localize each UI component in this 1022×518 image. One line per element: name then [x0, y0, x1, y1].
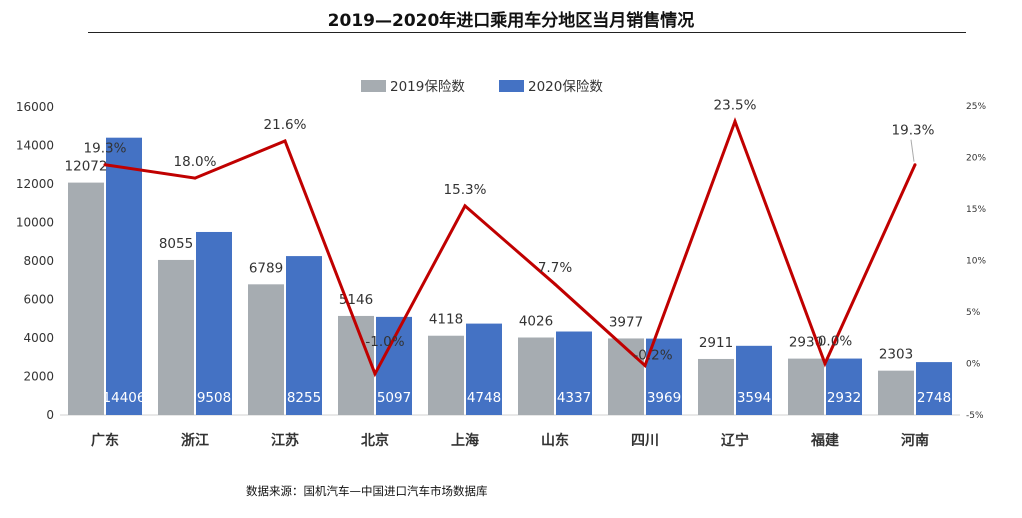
legend-label-2019: 2019保险数 [390, 79, 465, 95]
data-label-2020: 3969 [647, 390, 681, 406]
growth-rate-point [553, 282, 557, 286]
data-label-2020: 4748 [467, 390, 501, 406]
data-label-2020: 4337 [557, 390, 591, 406]
bar-2020 [646, 338, 682, 415]
growth-rate-point [643, 364, 647, 368]
growth-rate-label: 7.7% [538, 260, 572, 276]
category-label: 河南 [901, 432, 929, 449]
y-left-tick-label: 0 [46, 408, 54, 422]
growth-rate-label: 23.5% [714, 97, 757, 113]
data-label-2019: 4118 [429, 312, 463, 328]
category-label: 辽宁 [721, 432, 749, 449]
bar-2020 [916, 362, 952, 415]
legend-label-2020: 2020保险数 [528, 79, 603, 95]
y-right-tick-label: -5% [966, 411, 984, 421]
bar-2019 [698, 358, 734, 415]
y-left-tick-label: 8000 [23, 254, 54, 268]
y-left-tick-label: 6000 [23, 293, 54, 307]
growth-rate-label: 21.6% [264, 117, 307, 133]
growth-rate-point [463, 204, 467, 208]
data-label-2020: 9508 [197, 390, 231, 406]
bar-2020 [196, 231, 232, 415]
bar-2019 [518, 337, 554, 415]
y-right-tick-label: 15% [966, 205, 986, 215]
category-label: 浙江 [181, 432, 209, 449]
growth-rate-label: -0.2% [633, 348, 672, 364]
category-label: 广东 [91, 432, 119, 449]
growth-rate-point [193, 176, 197, 180]
data-label-2020: 2748 [917, 390, 951, 406]
category-label: 四川 [631, 433, 659, 449]
y-left-tick-label: 12000 [16, 177, 54, 191]
data-label-2019: 4026 [519, 313, 553, 329]
growth-rate-label: 15.3% [444, 182, 487, 198]
y-left-tick-label: 2000 [23, 370, 54, 384]
title-underline [88, 32, 966, 33]
label-leader-line [910, 139, 915, 162]
legend-swatch-2019 [361, 80, 386, 92]
bar-2020 [286, 256, 322, 415]
y-left-tick-label: 10000 [16, 216, 54, 230]
bar-2020 [826, 358, 862, 415]
bar-2019 [338, 315, 374, 415]
growth-rate-label: 0.0% [818, 334, 852, 350]
bar-2019 [608, 338, 644, 415]
bar-2019 [158, 259, 194, 415]
data-label-2020: 14406 [103, 390, 146, 406]
category-label: 上海 [451, 432, 479, 449]
category-label: 江苏 [271, 432, 299, 449]
growth-rate-point [373, 372, 377, 376]
growth-rate-point [913, 163, 917, 167]
data-label-2020: 8255 [287, 390, 321, 406]
y-right-tick-label: 5% [966, 308, 981, 318]
y-left-tick-label: 4000 [23, 331, 54, 345]
data-label-2019: 2303 [879, 347, 913, 363]
category-label: 山东 [541, 432, 569, 449]
data-label-2019: 2911 [699, 335, 733, 351]
category-label: 福建 [810, 432, 839, 449]
growth-rate-point [823, 362, 827, 365]
growth-rate-label: 18.0% [174, 154, 217, 170]
y-right-tick-label: 10% [966, 257, 986, 267]
bar-2019 [68, 182, 104, 415]
source-note: 数据来源：国机汽车—中国进口汽车市场数据库 [246, 484, 488, 498]
y-right-tick-label: 25% [966, 102, 986, 112]
growth-rate-label: 19.3% [84, 141, 127, 157]
growth-rate-label: 19.3% [892, 123, 935, 139]
y-right-tick-label: 0% [966, 360, 981, 370]
data-label-2019: 12072 [65, 159, 108, 175]
data-label-2019: 8055 [159, 236, 193, 252]
y-left-tick-label: 16000 [16, 100, 54, 114]
growth-rate-line [104, 117, 917, 378]
data-label-2019: 6789 [249, 260, 283, 276]
data-label-2020: 3594 [737, 390, 771, 406]
bar-2020 [556, 331, 592, 415]
bar-2020 [376, 316, 412, 415]
bar-2020 [106, 137, 142, 415]
growth-rate-point [103, 163, 107, 167]
bar-2019 [788, 358, 824, 415]
category-label: 北京 [361, 432, 389, 449]
y-right-tick-label: 20% [966, 154, 986, 164]
growth-rate-point [283, 139, 287, 143]
bar-2019 [878, 370, 914, 415]
data-label-2020: 2932 [827, 390, 861, 406]
y-left-tick-label: 14000 [16, 139, 54, 153]
bar-2019 [428, 335, 464, 415]
data-label-2019: 3977 [609, 314, 643, 330]
bar-2019 [248, 284, 284, 415]
bar-2020 [736, 345, 772, 415]
legend-swatch-2020 [499, 80, 524, 92]
bar-2020 [466, 323, 502, 415]
data-label-2020: 5097 [377, 390, 411, 406]
growth-rate-label: -1.0% [365, 334, 404, 350]
growth-rate-point [733, 119, 737, 123]
chart-title: 2019—2020年进口乘用车分地区当月销售情况 [327, 11, 695, 31]
